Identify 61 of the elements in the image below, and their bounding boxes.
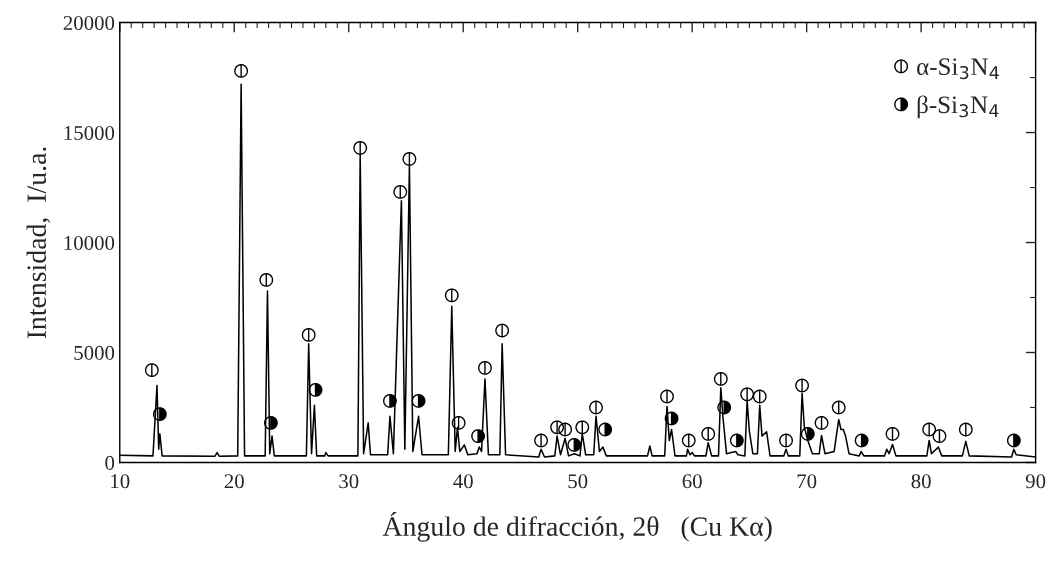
point bbox=[567, 437, 582, 452]
point bbox=[411, 393, 426, 408]
point bbox=[664, 411, 679, 426]
x-tick-label: 80 bbox=[911, 474, 931, 489]
point bbox=[958, 422, 973, 437]
y-tick-label: 15000 bbox=[64, 125, 115, 140]
legend-label: α-Si$_{3}$N$_{4}$ bbox=[917, 58, 999, 80]
y-axis-title: Intensidad, I/u.a. bbox=[26, 147, 51, 339]
point bbox=[713, 371, 728, 386]
point bbox=[814, 415, 829, 430]
point bbox=[660, 389, 674, 404]
point bbox=[393, 185, 408, 199]
point bbox=[152, 407, 167, 421]
point bbox=[589, 400, 603, 415]
point bbox=[885, 426, 900, 441]
point bbox=[740, 387, 755, 402]
point bbox=[701, 426, 716, 441]
point bbox=[301, 327, 316, 342]
point bbox=[932, 429, 947, 443]
point bbox=[383, 393, 397, 408]
point bbox=[451, 415, 466, 430]
point bbox=[308, 382, 323, 397]
point bbox=[263, 415, 278, 430]
point bbox=[495, 323, 510, 338]
point bbox=[259, 273, 274, 287]
x-tick-label: 60 bbox=[682, 474, 702, 489]
point bbox=[831, 400, 846, 415]
x-tick-label: 10 bbox=[111, 474, 130, 489]
point bbox=[854, 433, 869, 448]
point bbox=[795, 378, 809, 393]
point bbox=[471, 429, 486, 443]
y-tick-label: 5000 bbox=[74, 345, 115, 360]
point bbox=[779, 433, 793, 448]
point bbox=[922, 422, 937, 437]
point bbox=[534, 433, 548, 448]
point bbox=[752, 389, 767, 404]
x-tick-label: 40 bbox=[453, 474, 473, 489]
x-tick-label: 50 bbox=[568, 474, 588, 489]
x-tick-label: 70 bbox=[797, 474, 817, 489]
y-tick-label: 0 bbox=[105, 455, 115, 470]
point bbox=[353, 141, 368, 155]
point bbox=[1006, 433, 1021, 448]
point bbox=[575, 420, 590, 435]
point bbox=[681, 433, 696, 448]
point bbox=[800, 426, 815, 441]
point bbox=[234, 64, 249, 78]
point bbox=[717, 400, 732, 415]
point bbox=[144, 363, 159, 378]
point bbox=[558, 422, 573, 437]
point bbox=[444, 288, 459, 303]
point bbox=[729, 433, 744, 448]
x-tick-label: 30 bbox=[339, 474, 359, 489]
x-axis-title: Ángulo de difracción, 2θ (Cu Kα) bbox=[382, 511, 772, 542]
y-tick-label: 20000 bbox=[63, 15, 115, 30]
point bbox=[478, 360, 492, 375]
legend-label: β-Si$_{3}$N$_{4}$ bbox=[917, 95, 999, 119]
point bbox=[598, 422, 613, 437]
point bbox=[402, 152, 417, 166]
x-tick-label: 20 bbox=[224, 474, 244, 489]
x-tick-label: 90 bbox=[1025, 474, 1046, 489]
y-tick-label: 10000 bbox=[64, 235, 115, 250]
